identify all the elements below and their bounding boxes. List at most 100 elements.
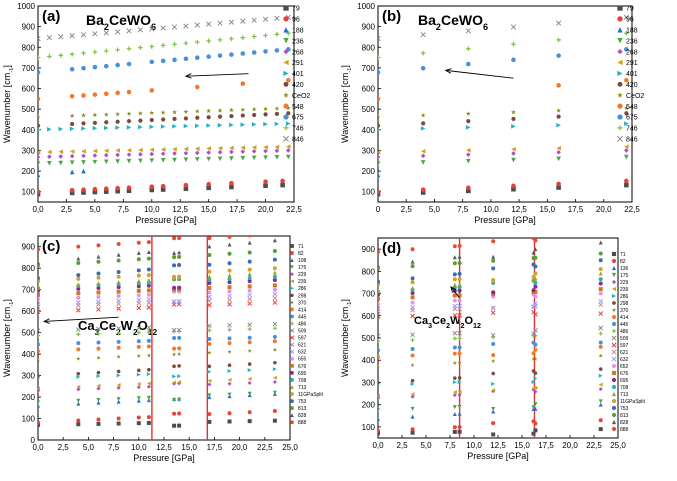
legend-entry: 846 — [292, 136, 304, 143]
data-point-753 — [247, 259, 252, 264]
data-point-846 — [274, 15, 280, 21]
data-point-621 — [247, 296, 253, 302]
data-point-175 — [272, 390, 277, 395]
data-point-675 — [466, 61, 471, 67]
legend-marker — [289, 335, 295, 340]
data-point-291 — [58, 149, 64, 155]
data-point-509 — [227, 322, 232, 328]
data-point-420 — [274, 111, 280, 116]
data-point-401 — [58, 126, 64, 132]
legend-marker — [290, 413, 294, 418]
x-tick-label: 15,0 — [540, 205, 556, 214]
y-tick-label: 900 — [22, 243, 36, 252]
data-point-236 — [38, 161, 41, 166]
data-point-813 — [76, 260, 81, 265]
data-point-676 — [146, 288, 151, 293]
legend-marker — [290, 251, 294, 255]
data-point-632 — [410, 305, 415, 310]
legend-marker — [290, 258, 294, 262]
data-point-888 — [116, 242, 121, 247]
data-point-239 — [457, 389, 462, 394]
data-point-695 — [491, 290, 496, 295]
legend-entry: 846 — [626, 136, 638, 143]
data-point-828 — [146, 249, 151, 254]
data-point-229 — [207, 382, 212, 387]
data-point-813 — [172, 255, 177, 260]
legend-marker — [611, 301, 617, 305]
data-point-236 — [378, 161, 381, 166]
data-point-713 — [410, 286, 415, 291]
data-point-82 — [96, 417, 101, 422]
legend-marker — [611, 342, 617, 348]
data-point-CeO2 — [81, 112, 86, 118]
data-point-746 — [138, 45, 143, 50]
data-point-753 — [177, 263, 182, 268]
data-point-268 — [217, 149, 223, 155]
data-point-175 — [146, 395, 151, 400]
data-point-746 — [194, 39, 200, 45]
legend-entry: 188 — [292, 27, 304, 34]
data-point-298 — [146, 368, 151, 372]
data-point-96 — [92, 186, 98, 192]
data-point-175 — [207, 393, 212, 398]
legend-marker — [290, 300, 294, 305]
data-point-632 — [531, 304, 536, 310]
data-point-888 — [177, 236, 182, 240]
data-point-CeO2 — [149, 110, 155, 116]
x-tick-label: 2,5 — [396, 441, 408, 450]
data-point-597 — [272, 300, 278, 305]
x-tick-label: 25,0 — [610, 441, 626, 450]
data-point-813 — [410, 264, 415, 269]
x-tick-label: 2,5 — [401, 205, 413, 214]
legend-marker — [611, 391, 617, 397]
data-point-420 — [149, 118, 155, 123]
data-point-695 — [116, 285, 121, 290]
data-point-445 — [410, 347, 415, 352]
legend-marker — [283, 59, 289, 66]
legend-marker — [611, 335, 617, 341]
data-point-291 — [103, 148, 109, 154]
data-point-652 — [598, 291, 603, 296]
data-point-414 — [531, 351, 536, 356]
data-point-136 — [410, 414, 415, 419]
data-point-713 — [533, 276, 538, 281]
data-point-175 — [452, 405, 457, 410]
data-point-813 — [272, 249, 277, 254]
data-point-236 — [103, 159, 109, 165]
data-point-675 — [420, 65, 426, 71]
x-tick-label: 0 — [376, 205, 381, 214]
data-point-652 — [452, 298, 457, 303]
data-point-708 — [598, 277, 603, 282]
data-point-655 — [207, 290, 212, 295]
data-point-82 — [272, 409, 277, 414]
legend-marker — [611, 251, 617, 257]
data-point-401 — [206, 123, 211, 128]
data-point-82 — [172, 411, 177, 416]
data-point-713 — [136, 278, 141, 283]
data-point-597 — [207, 302, 212, 308]
data-point-79 — [69, 190, 75, 196]
data-point-632 — [533, 301, 538, 306]
y-tick-label: 900 — [22, 23, 36, 32]
data-point-229 — [410, 394, 415, 399]
data-point-11GPaSplit — [177, 274, 182, 279]
data-point-509 — [410, 332, 415, 338]
data-point-713 — [247, 272, 252, 277]
data-point-888 — [599, 234, 603, 238]
data-point-888 — [247, 236, 252, 238]
x-tick-label: 0,0 — [32, 205, 44, 214]
data-point-420 — [81, 121, 86, 126]
legend-entry: 71 — [620, 252, 626, 258]
data-point-746 — [378, 55, 381, 60]
x-tick-label: 10,0 — [466, 441, 482, 450]
data-point-136 — [598, 402, 603, 407]
data-point-286 — [116, 373, 121, 378]
data-point-675 — [624, 47, 629, 52]
data-point-298 — [598, 367, 603, 371]
data-point-655 — [76, 295, 81, 300]
data-point-298 — [96, 370, 101, 375]
data-point-445 — [172, 335, 177, 340]
data-point-632 — [146, 297, 152, 302]
data-point-621 — [207, 298, 212, 303]
data-point-370 — [491, 358, 496, 363]
